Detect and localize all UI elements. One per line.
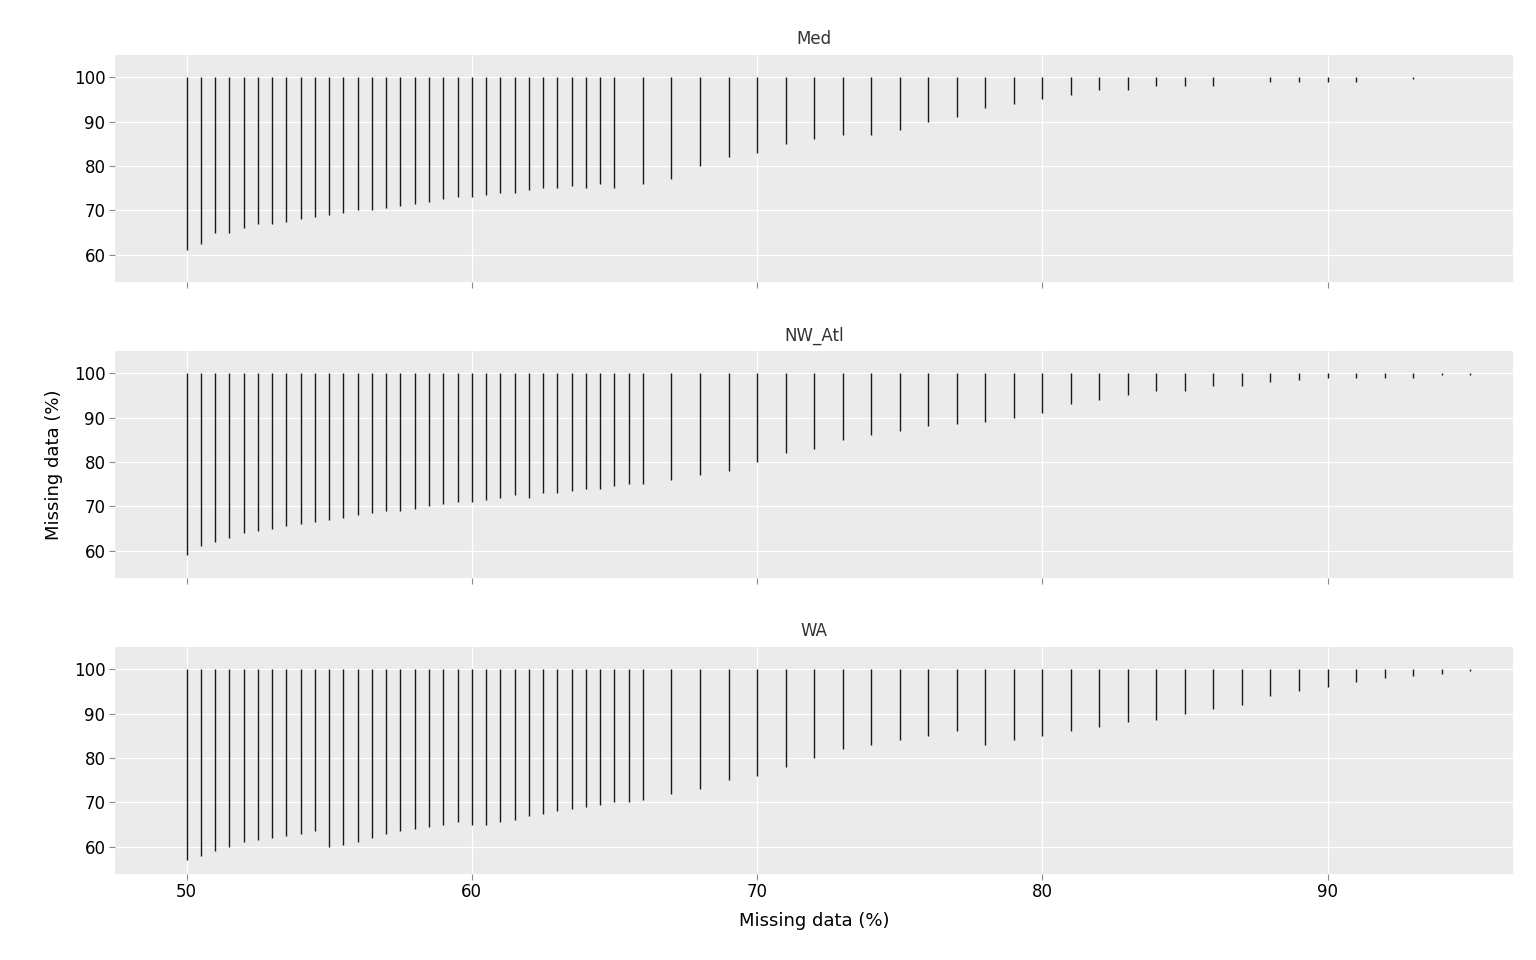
Text: Med: Med — [797, 31, 831, 48]
Text: WA: WA — [800, 622, 828, 640]
Text: NW_Atl: NW_Atl — [785, 326, 843, 345]
X-axis label: Missing data (%): Missing data (%) — [739, 912, 889, 930]
Y-axis label: Missing data (%): Missing data (%) — [45, 389, 63, 540]
